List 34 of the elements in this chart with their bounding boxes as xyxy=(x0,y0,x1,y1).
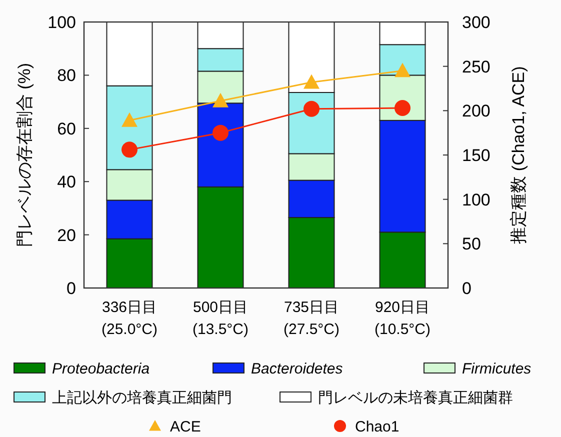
y2-axis-title: 推定種数 (Chao1, ACE) xyxy=(508,66,528,244)
y2-tick-label: 200 xyxy=(462,102,490,121)
y2-tick-label: 150 xyxy=(462,146,490,165)
y-tick-label: 60 xyxy=(57,119,76,138)
point xyxy=(122,142,138,158)
point xyxy=(304,100,320,117)
legend-label: Proteobacteria xyxy=(52,360,150,378)
y2-tick-label: 0 xyxy=(462,278,472,298)
point xyxy=(122,112,138,127)
y2-tick-label: 250 xyxy=(462,57,490,76)
point xyxy=(394,62,410,78)
y-tick-label: 20 xyxy=(57,226,76,245)
y-tick-label: 0 xyxy=(66,278,76,298)
x-tick-label: 500日目 (13.5°C) xyxy=(192,299,249,338)
point xyxy=(304,74,320,89)
y-axis-title: 門レベルの存在割合 (%) xyxy=(15,62,34,248)
legend-label: 門レベルの未培養真正細菌群 xyxy=(318,389,513,406)
legend-label: ACE xyxy=(170,418,201,436)
legend-label: Chao1 xyxy=(355,418,400,436)
x-tick-label: 920日目 (10.5°C) xyxy=(374,299,431,338)
legend-label: Bacteroidetes xyxy=(251,360,344,378)
x-tick-label: 735日目 (27.5°C) xyxy=(283,299,340,338)
point xyxy=(212,124,228,141)
y2-tick-label: 300 xyxy=(462,12,490,32)
x-tick-label: 336日目 (25.0°C) xyxy=(101,299,158,338)
y2-tick-label: 50 xyxy=(462,234,481,254)
legend-label: 上記以外の培養真正細菌門 xyxy=(52,389,232,406)
point xyxy=(212,92,228,108)
y-tick-label: 80 xyxy=(57,66,76,86)
point xyxy=(394,100,410,116)
legend-label: Firmicutes xyxy=(462,360,532,378)
y-tick-label: 100 xyxy=(48,12,76,32)
y-tick-label: 40 xyxy=(57,172,76,192)
y2-tick-label: 100 xyxy=(462,190,490,210)
